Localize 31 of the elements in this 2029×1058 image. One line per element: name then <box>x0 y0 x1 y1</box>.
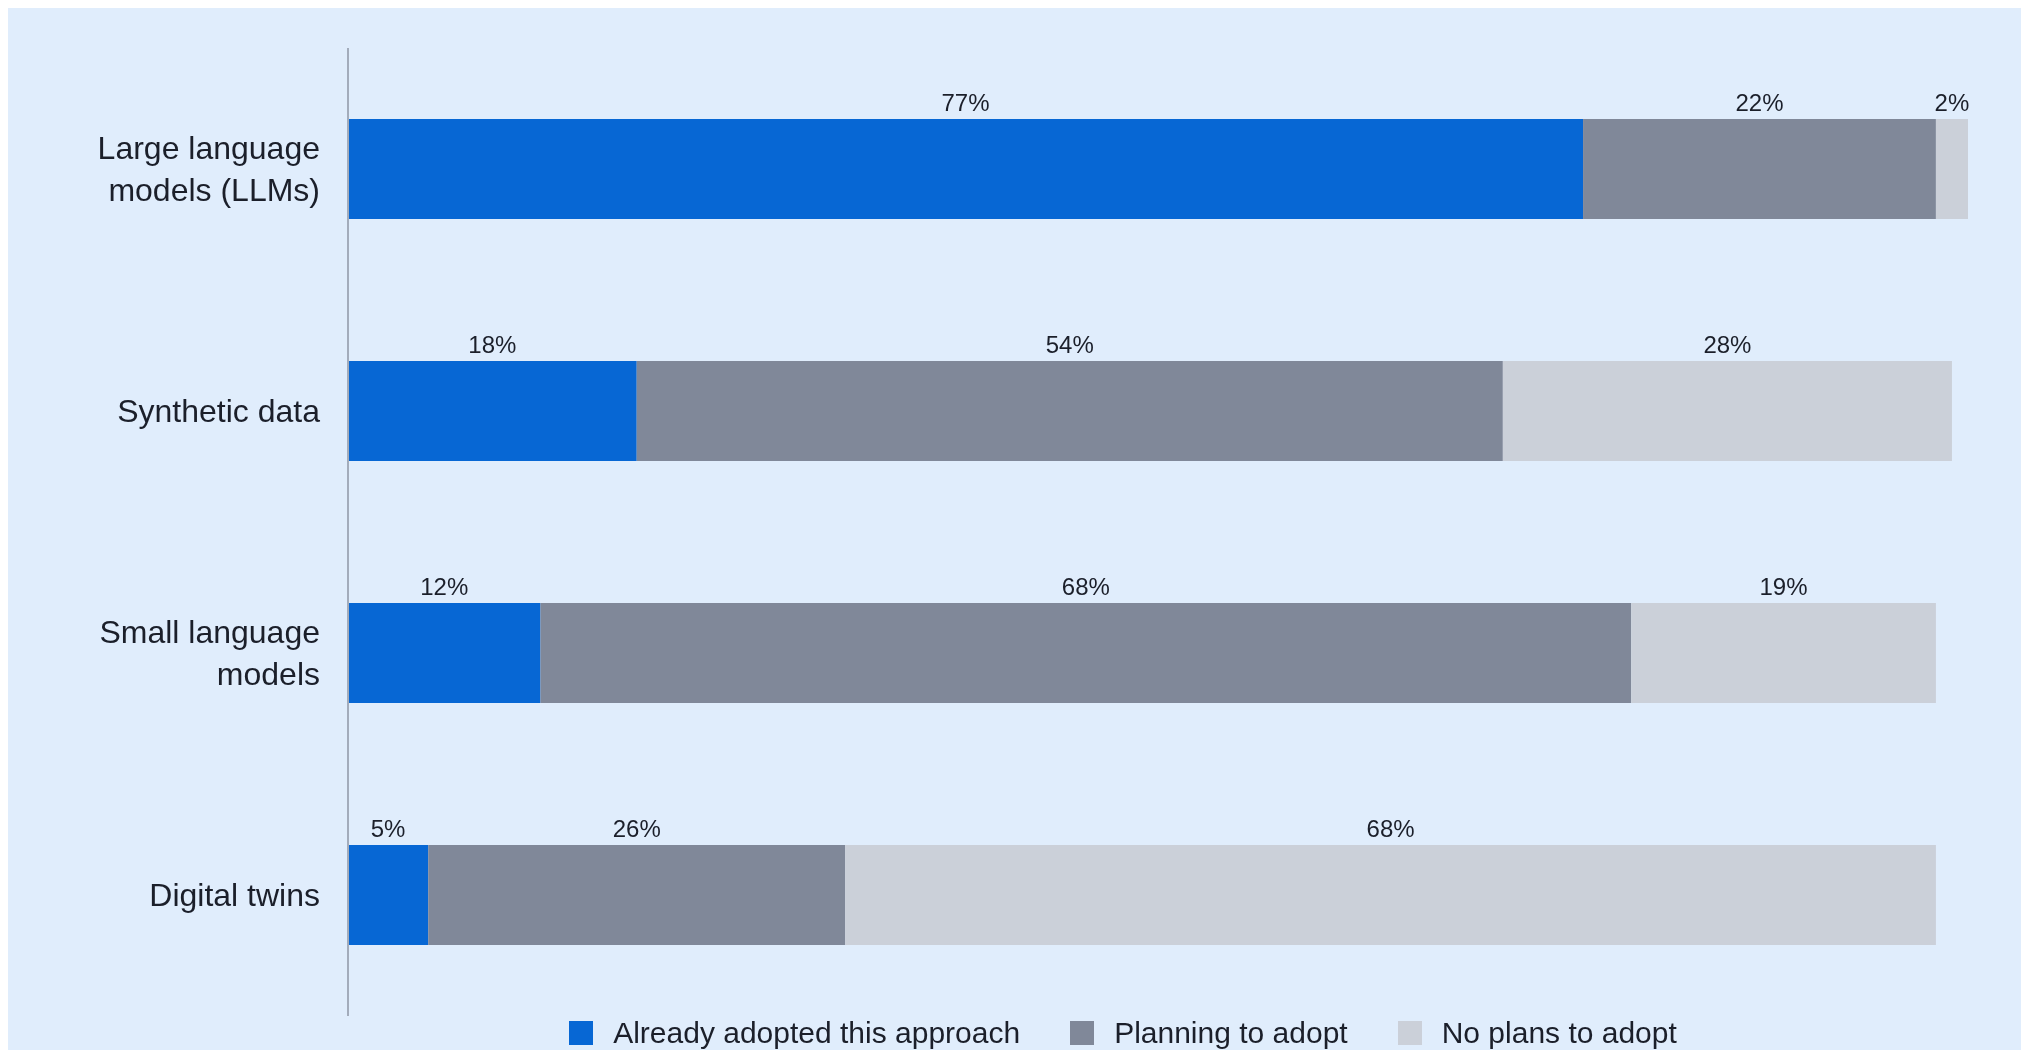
bar <box>1583 119 1936 219</box>
data-label: 12% <box>420 573 469 600</box>
bar <box>636 361 1503 461</box>
bar <box>348 603 541 703</box>
bar <box>845 845 1936 945</box>
data-label: 18% <box>468 331 517 358</box>
bar <box>348 845 429 945</box>
data-label: 22% <box>1735 89 1784 116</box>
y-tick-label: Synthetic data <box>117 393 321 429</box>
legend-label: No plans to adopt <box>1440 1016 1677 1050</box>
data-label: 77% <box>941 89 990 116</box>
data-label: 28% <box>1703 331 1752 358</box>
data-label: 2% <box>1934 89 1970 116</box>
y-tick-label: Small language models <box>99 614 320 692</box>
legend-label: Planning to adopt <box>1113 1016 1348 1050</box>
y-tick-label: Large language models (LLMs) <box>97 130 320 208</box>
data-label: 68% <box>1366 815 1415 842</box>
data-label: 26% <box>612 815 661 842</box>
bar <box>1502 361 1952 461</box>
data-label: 54% <box>1045 331 1094 358</box>
bar <box>428 845 846 945</box>
data-label: 68% <box>1061 573 1110 600</box>
bar <box>348 361 637 461</box>
data-label: 5% <box>370 815 406 842</box>
bar <box>540 603 1632 703</box>
bar <box>1631 603 1936 703</box>
data-label: 19% <box>1759 573 1808 600</box>
legend-label: Already adopted this approach <box>612 1016 1021 1050</box>
y-tick-label: Digital twins <box>149 877 320 913</box>
bar <box>1935 119 1968 219</box>
bar <box>348 119 1584 219</box>
